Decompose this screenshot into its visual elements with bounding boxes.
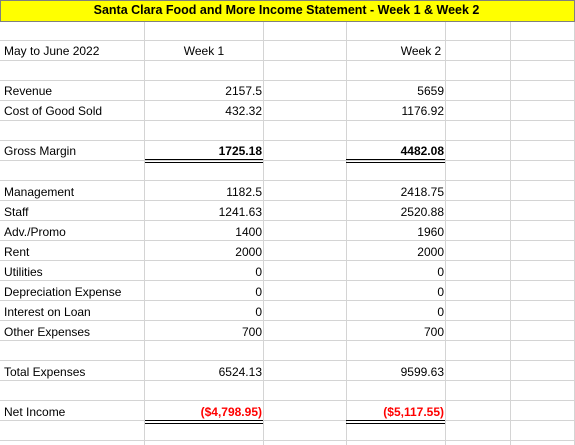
cell-adv-promo-week1[interactable]: 1400 (235, 225, 262, 239)
cell-total-expenses-week2[interactable]: 9599.63 (400, 365, 444, 379)
period-label[interactable]: May to June 2022 (4, 44, 100, 58)
double-underline (145, 423, 263, 424)
gridline (0, 420, 575, 421)
row-label-gross-margin[interactable]: Gross Margin (4, 144, 77, 158)
gridline (0, 120, 575, 121)
cell-staff-week2[interactable]: 2520.88 (400, 205, 444, 219)
gridline (0, 140, 575, 141)
cell-interest-week1[interactable]: 0 (255, 305, 262, 319)
gridline (0, 440, 575, 441)
cell-management-week1[interactable]: 1182.5 (226, 185, 262, 199)
double-underline (145, 162, 263, 163)
double-underline (145, 420, 263, 421)
row-label-other-expenses[interactable]: Other Expenses (4, 325, 91, 339)
double-underline (145, 159, 263, 160)
gridline (144, 20, 145, 445)
row-label-depreciation[interactable]: Depreciation Expense (4, 285, 122, 299)
row-label-adv-promo[interactable]: Adv./Promo (4, 225, 66, 239)
gridline (0, 200, 575, 201)
gridline (0, 180, 575, 181)
cell-interest-week2[interactable]: 0 (437, 305, 444, 319)
cell-utilities-week2[interactable]: 0 (437, 265, 444, 279)
cell-rent-week2[interactable]: 2000 (417, 245, 444, 259)
cell-other-expenses-week1[interactable]: 700 (241, 325, 262, 339)
sheet-title: Santa Clara Food and More Income Stateme… (93, 3, 480, 17)
double-underline (346, 420, 445, 421)
gridline (0, 300, 575, 301)
cell-revenue-week2[interactable]: 5659 (417, 84, 444, 98)
gridline (263, 20, 264, 445)
cell-staff-week1[interactable]: 1241.63 (218, 205, 262, 219)
cell-other-expenses-week2[interactable]: 700 (423, 325, 444, 339)
gridline (0, 260, 575, 261)
gridline (0, 80, 575, 81)
cell-depreciation-week2[interactable]: 0 (437, 285, 444, 299)
gridline (510, 20, 511, 445)
cell-depreciation-week1[interactable]: 0 (255, 285, 262, 299)
gridline (0, 60, 575, 61)
gridline (0, 280, 575, 281)
cell-rent-week1[interactable]: 2000 (235, 245, 262, 259)
gridline (0, 360, 575, 361)
cell-gross-margin-week1[interactable]: 1725.18 (218, 144, 262, 158)
column-header-week2[interactable]: Week 2 (400, 44, 442, 58)
cell-total-expenses-week1[interactable]: 6524.13 (218, 365, 262, 379)
gridline (0, 240, 575, 241)
row-label-revenue[interactable]: Revenue (4, 84, 53, 98)
double-underline (346, 423, 445, 424)
gridline (0, 400, 575, 401)
row-label-cogs[interactable]: Cost of Good Sold (4, 104, 103, 118)
double-underline (346, 159, 445, 160)
cell-net-income-week2[interactable]: ($5,117.55) (383, 405, 444, 419)
cell-cogs-week2[interactable]: 1176.92 (401, 104, 445, 118)
row-label-net-income[interactable]: Net Income (4, 405, 66, 419)
row-label-staff[interactable]: Staff (4, 205, 29, 219)
gridline (0, 100, 575, 101)
gridline (0, 340, 575, 341)
row-label-management[interactable]: Management (4, 185, 75, 199)
gridline (445, 20, 446, 445)
cell-cogs-week1[interactable]: 432.32 (225, 104, 262, 118)
gridline (0, 320, 575, 321)
row-label-interest[interactable]: Interest on Loan (4, 305, 91, 319)
gridline (0, 380, 575, 381)
cell-management-week2[interactable]: 2418.75 (400, 185, 444, 199)
double-underline (346, 162, 445, 163)
row-label-rent[interactable]: Rent (4, 245, 30, 259)
cell-gross-margin-week2[interactable]: 4482.08 (400, 144, 444, 158)
gridline (0, 160, 575, 161)
cell-adv-promo-week2[interactable]: 1960 (417, 225, 444, 239)
gridline (0, 40, 575, 41)
column-header-week1[interactable]: Week 1 (183, 44, 225, 58)
row-label-utilities[interactable]: Utilities (4, 265, 43, 279)
cell-revenue-week1[interactable]: 2157.5 (225, 84, 262, 98)
gridline (346, 20, 347, 445)
cell-utilities-week1[interactable]: 0 (255, 265, 262, 279)
gridline (0, 220, 575, 221)
row-label-total-expenses[interactable]: Total Expenses (4, 365, 86, 379)
cell-net-income-week1[interactable]: ($4,798.95) (200, 405, 262, 419)
